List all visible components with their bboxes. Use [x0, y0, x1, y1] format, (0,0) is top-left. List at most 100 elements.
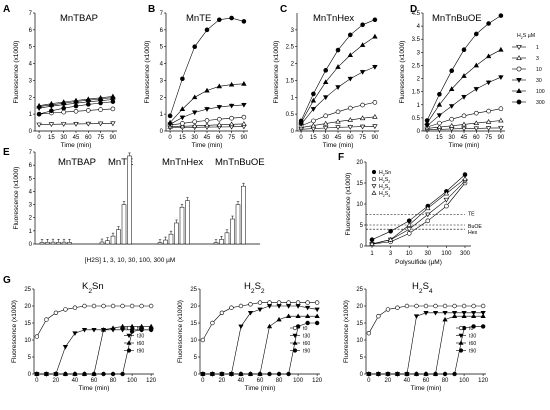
data-point: [461, 126, 467, 132]
data-point: [247, 310, 254, 316]
data-point: [44, 317, 49, 322]
group-title: MnTnBuOE: [215, 157, 265, 168]
legend-label: 3: [536, 56, 539, 62]
x-tick-label: 60: [216, 135, 223, 141]
y-tick-label: 1: [160, 112, 164, 118]
data-point: [191, 110, 198, 116]
x-tick-label: 3: [389, 251, 393, 257]
data-point: [314, 313, 320, 319]
data-point: [120, 303, 125, 309]
data-point: [311, 118, 316, 124]
data-point: [366, 331, 372, 336]
data-point: [376, 371, 381, 377]
bar: [50, 241, 56, 245]
legend-marker: [371, 176, 377, 182]
data-point: [425, 212, 431, 218]
x-tick-label: 30: [448, 135, 455, 141]
y-tick-label: 10: [356, 338, 363, 344]
data-point: [91, 327, 97, 333]
legend-label: t60: [137, 341, 144, 347]
data-point: [266, 323, 273, 329]
data-point: [498, 75, 504, 81]
bar: [56, 242, 61, 245]
data-point: [314, 307, 320, 313]
series-line: [368, 315, 484, 375]
legend-label: t60: [469, 341, 476, 347]
legend-label: 300: [536, 100, 545, 106]
y-tick-label: 10: [190, 338, 197, 344]
y-axis-label: Fluorescence (x1000): [399, 41, 406, 104]
y-tick-label: 0.5: [286, 112, 295, 118]
x-tick-label: 0: [299, 135, 303, 141]
y-tick-label: 5: [160, 45, 164, 51]
data-point: [360, 22, 365, 28]
data-point: [101, 371, 106, 377]
data-point: [216, 83, 223, 89]
data-point: [485, 126, 492, 131]
data-point: [36, 102, 42, 108]
y-tick-label: 15: [190, 321, 197, 327]
data-point: [347, 52, 354, 58]
panel-letter: D: [410, 4, 417, 15]
legend-marker: [126, 340, 132, 345]
x-tick-label: 45: [204, 135, 211, 141]
data-point: [129, 329, 135, 334]
series-300: [167, 15, 247, 119]
y-tick-label: 20: [356, 304, 363, 310]
x-tick-label: 45: [461, 135, 468, 141]
data-point: [305, 320, 310, 326]
panel-letter: B: [148, 4, 155, 15]
y-tick-label: 3.5: [412, 37, 421, 43]
data-point: [167, 113, 173, 119]
series-30: [424, 75, 504, 129]
x-tick-label: 120: [312, 378, 323, 384]
x-tick-label: 40: [404, 378, 411, 384]
series-t30: [34, 327, 154, 377]
x-axis-label: Time (min): [61, 142, 92, 149]
data-point: [286, 371, 291, 377]
data-point: [44, 371, 49, 377]
y-tick-label: 0: [360, 244, 364, 250]
data-point: [423, 371, 429, 377]
y-axis-label: Fluorescence (x1000): [345, 173, 352, 236]
data-point: [395, 305, 400, 310]
chart-panel-E: 0 1 2 3 4 5 6 7 Fluorescence (x1000) MnTBAP MnTE Mn…: [13, 150, 265, 248]
y-tick-label: 7: [29, 11, 33, 17]
bar: [174, 222, 179, 245]
x-tick-label: 60: [85, 135, 92, 141]
data-point: [448, 122, 455, 128]
series-line: [169, 17, 244, 116]
data-point: [406, 218, 412, 224]
data-point: [276, 316, 282, 322]
series-t90: [200, 320, 320, 377]
chart-panel-F: 0 5 10 15 20 1 3 10 30 100 300 Polysulfide (µM) Fluo…: [345, 160, 482, 266]
chart-title: K2Sn: [82, 281, 104, 295]
data-point: [473, 87, 480, 92]
x-tick-label: 120: [478, 378, 489, 384]
data-point: [372, 114, 378, 119]
x-axis-label: Time (min): [192, 142, 223, 149]
data-point: [241, 121, 247, 126]
x-tick-label: 20: [219, 378, 226, 384]
series-10: [298, 100, 378, 129]
data-point: [444, 203, 449, 209]
y-tick-label: 7: [29, 150, 33, 156]
data-point: [485, 80, 492, 86]
data-point: [228, 103, 235, 109]
data-point: [60, 99, 67, 104]
data-point: [442, 316, 448, 322]
y-tick-label: 5: [360, 223, 364, 229]
y-tick-label: 2.5: [286, 45, 295, 51]
legend-label: 30: [536, 78, 542, 84]
data-point: [323, 113, 329, 119]
bar: [168, 233, 174, 245]
y-tick-label: 1: [417, 103, 421, 109]
data-point: [425, 205, 431, 211]
y-tick-label: 4: [160, 62, 164, 68]
data-point: [485, 119, 492, 124]
y-tick-label: 25: [190, 287, 197, 293]
legend-marker: [371, 169, 377, 175]
x-tick-label: 100: [459, 378, 470, 384]
data-point: [473, 31, 479, 37]
